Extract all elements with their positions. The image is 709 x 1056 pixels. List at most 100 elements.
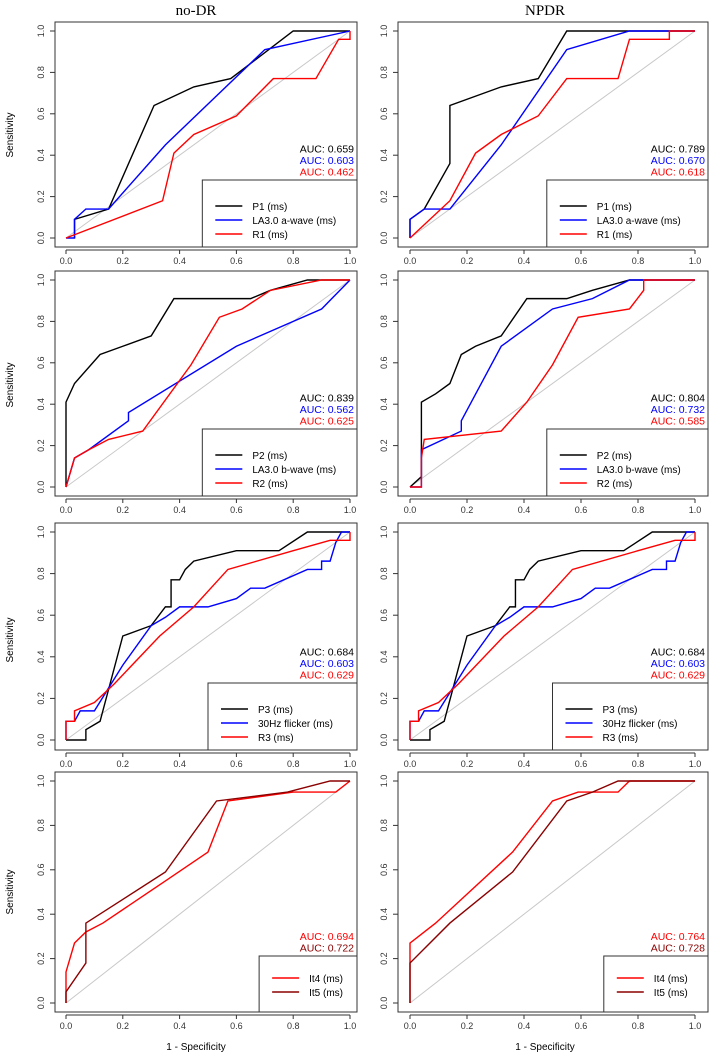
x-tick-label: 0.0	[60, 505, 73, 515]
roc-panel-no-DR-row3: 0.0 0.2 0.4 0.6 0.8 1.0 0.0 0.2 0.4 0.6 0.8 1.0 P3 (…	[36, 522, 358, 769]
y-tick-label: 0.0	[36, 734, 46, 747]
x-tick-label: 0.4	[518, 759, 531, 769]
x-tick-label: 0.4	[173, 1021, 186, 1031]
x-tick-label: 1.0	[344, 256, 357, 266]
x-tick-label: 0.8	[632, 256, 645, 266]
roc-panel-NPDR-row4: 0.0 0.2 0.4 0.6 0.8 1.0 0.0 0.2 0.4 0.6 0.8 1.0 It4 …	[379, 771, 709, 1031]
column-title: NPDR	[525, 3, 565, 19]
auc-label: AUC: 0.694	[300, 931, 354, 943]
roc-panel-no-DR-row4: 0.0 0.2 0.4 0.6 0.8 1.0 0.0 0.2 0.4 0.6 0.8 1.0 It4 …	[36, 771, 358, 1031]
auc-label: AUC: 0.728	[651, 943, 705, 955]
legend-label: LA3.0 a-wave (ms)	[252, 216, 336, 227]
y-tick-label: 0.2	[379, 952, 389, 965]
roc-curve-p3	[66, 531, 350, 741]
y-tick-label: 1.0	[379, 25, 389, 38]
roc-curve-r1	[409, 30, 695, 239]
legend-box	[207, 682, 358, 751]
legend-box	[552, 682, 709, 751]
roc-curve-p2	[409, 279, 695, 488]
x-axis-label: 1 - Specificity	[166, 1042, 225, 1053]
y-tick-label: 0.2	[379, 692, 389, 705]
auc-label: AUC: 0.618	[651, 167, 705, 179]
legend-label: R2 (ms)	[597, 479, 633, 490]
y-tick-label: 0.2	[36, 692, 46, 705]
legend-box	[201, 428, 358, 497]
roc-curve-it4	[65, 780, 351, 1003]
roc-panel-NPDR-row3: 0.0 0.2 0.4 0.6 0.8 1.0 0.0 0.2 0.4 0.6 0.8 1.0 P3 (…	[379, 522, 709, 769]
y-tick-label: 0.2	[379, 439, 389, 452]
roc-curve-it5	[65, 780, 350, 1003]
y-tick-label: 0.2	[36, 952, 46, 965]
legend-label: LA3.0 a-wave (ms)	[597, 216, 681, 227]
legend-box	[546, 428, 709, 497]
legend-label: It4 (ms)	[309, 974, 343, 985]
roc-curve-r2	[410, 279, 695, 488]
x-tick-label: 0.6	[230, 505, 243, 515]
y-tick-label: 0.8	[379, 315, 389, 328]
roc-curve-p2	[65, 279, 350, 487]
roc-curve-30hz	[409, 531, 695, 740]
plot-frame	[54, 771, 358, 1013]
x-tick-label: 0.0	[404, 759, 417, 769]
legend-box	[546, 179, 709, 248]
roc-panel-NPDR-row2: 0.0 0.2 0.4 0.6 0.8 1.0 0.0 0.2 0.4 0.6 0.8 1.0 P2 (…	[379, 270, 709, 515]
legend-label: P1 (ms)	[252, 202, 287, 213]
roc-curve-30hz	[65, 531, 350, 740]
x-tick-label: 0.2	[117, 759, 130, 769]
y-tick-label: 0.6	[379, 609, 389, 622]
legend-label: It5 (ms)	[309, 988, 343, 999]
x-tick-label: 0.2	[461, 759, 474, 769]
legend-label: P2 (ms)	[252, 451, 287, 462]
x-tick-label: 0.0	[60, 1021, 73, 1031]
reference-diagonal	[409, 279, 696, 488]
roc-curve-it4	[409, 780, 695, 1003]
y-tick-label: 0.0	[379, 997, 389, 1010]
y-tick-label: 0.6	[36, 357, 46, 370]
x-tick-label: 0.2	[117, 1021, 130, 1031]
x-tick-label: 0.8	[287, 256, 300, 266]
x-tick-label: 0.0	[404, 1021, 417, 1031]
legend-label: LA3.0 b-wave (ms)	[252, 465, 336, 476]
y-tick-label: 0.8	[36, 315, 46, 328]
x-tick-label: 0.4	[173, 759, 186, 769]
x-tick-label: 0.0	[404, 256, 417, 266]
x-tick-label: 0.2	[461, 256, 474, 266]
auc-label: AUC: 0.684	[300, 647, 354, 659]
y-tick-label: 0.8	[36, 567, 46, 580]
x-tick-label: 0.8	[287, 505, 300, 515]
x-tick-label: 0.0	[404, 505, 417, 515]
auc-label: AUC: 0.629	[300, 670, 354, 682]
y-tick-label: 0.4	[379, 651, 389, 664]
auc-label: AUC: 0.670	[651, 155, 705, 167]
x-tick-label: 0.0	[60, 759, 73, 769]
y-tick-label: 0.6	[36, 864, 46, 877]
x-tick-label: 0.2	[461, 1021, 474, 1031]
y-tick-label: 0.2	[36, 439, 46, 452]
y-axis-label: Sensitivity	[5, 869, 16, 914]
auc-label: AUC: 0.764	[651, 931, 705, 943]
x-tick-label: 1.0	[689, 505, 702, 515]
auc-label: AUC: 0.629	[651, 670, 705, 682]
plot-frame	[397, 771, 709, 1013]
auc-label: AUC: 0.839	[300, 393, 354, 405]
roc-curve-r2	[65, 279, 350, 488]
y-tick-label: 0.4	[36, 651, 46, 664]
y-tick-label: 1.0	[36, 526, 46, 539]
x-tick-label: 1.0	[689, 256, 702, 266]
legend-label: R1 (ms)	[252, 230, 288, 241]
roc-curve-p1	[73, 30, 350, 238]
roc-curve-p3	[410, 531, 695, 741]
x-tick-label: 0.4	[518, 505, 531, 515]
reference-diagonal	[409, 30, 696, 239]
auc-label: AUC: 0.659	[300, 144, 354, 156]
legend-label: P1 (ms)	[597, 202, 632, 213]
y-tick-label: 0.4	[36, 149, 46, 162]
x-tick-label: 0.4	[518, 256, 531, 266]
legend-label: P2 (ms)	[597, 451, 632, 462]
y-axis-label: Sensitivity	[5, 112, 16, 157]
roc-panel-no-DR-row1: 0.0 0.2 0.4 0.6 0.8 1.0 0.0 0.2 0.4 0.6 0.8 1.0 P1 (…	[36, 21, 358, 266]
legend-label: 30Hz flicker (ms)	[258, 719, 333, 730]
legend-label: R1 (ms)	[597, 230, 633, 241]
y-tick-label: 1.0	[36, 25, 46, 38]
